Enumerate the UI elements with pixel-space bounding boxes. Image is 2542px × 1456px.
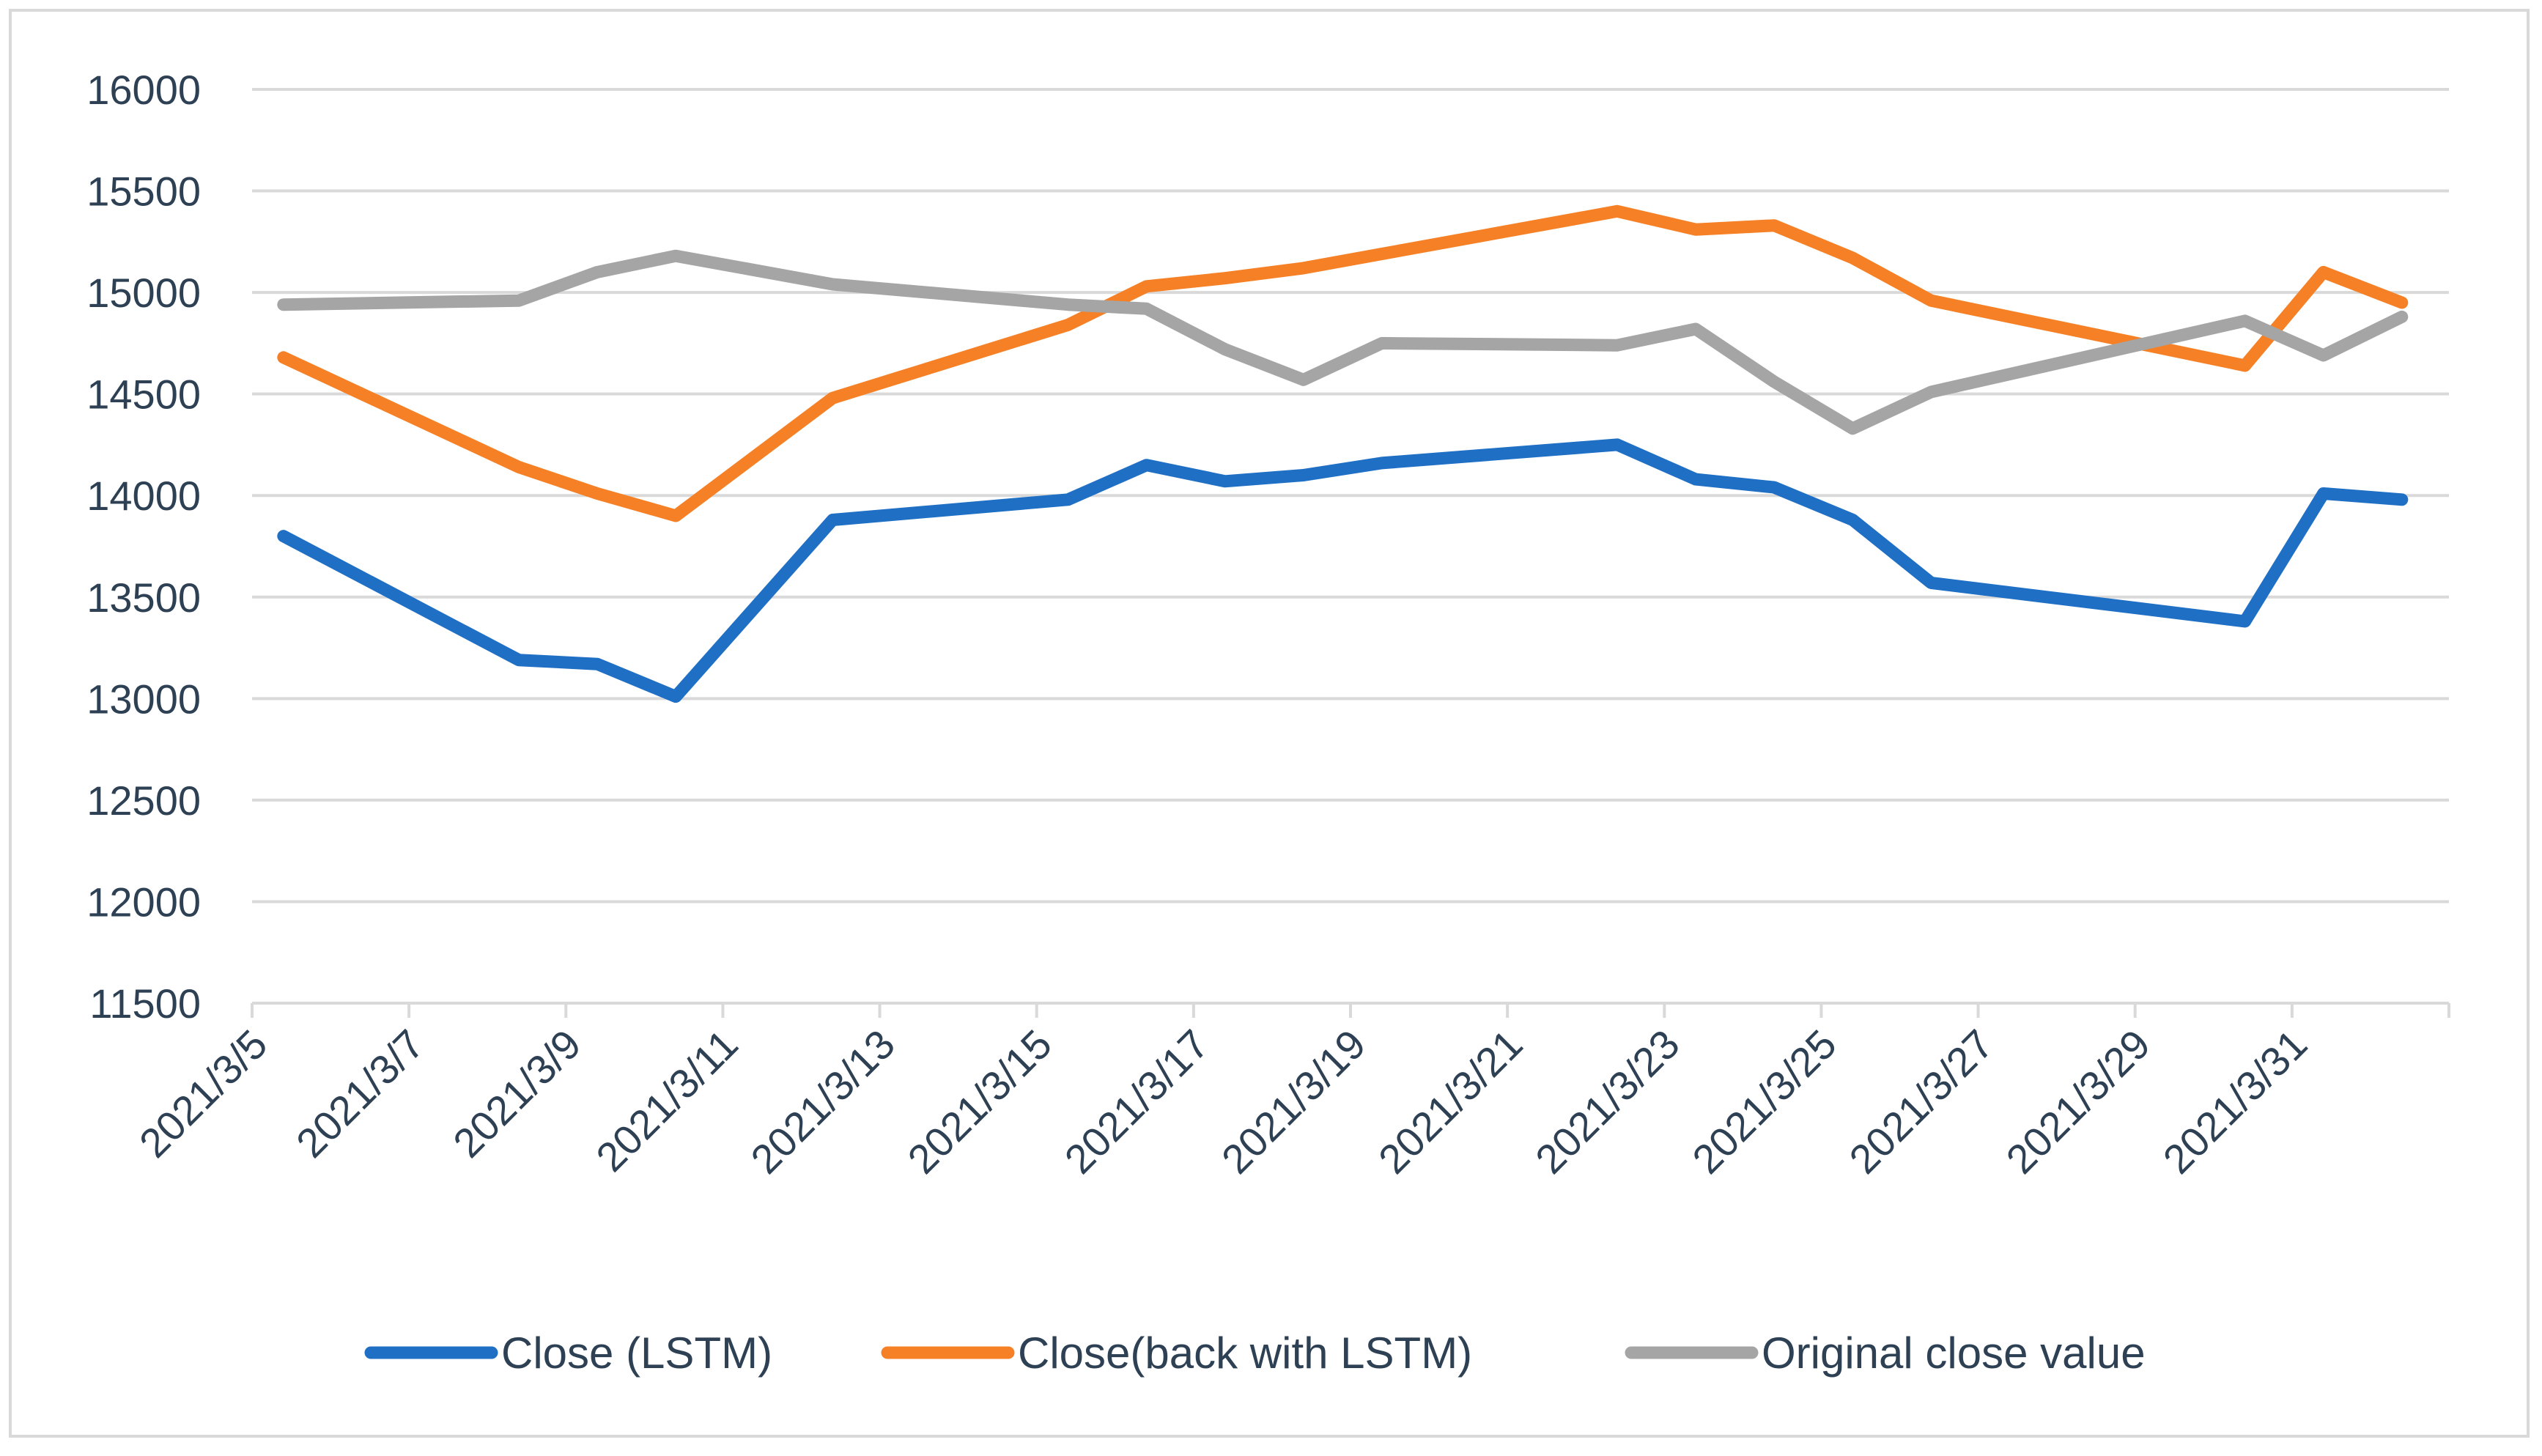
y-tick-label: 12000 [86, 879, 201, 925]
y-tick-label: 11500 [89, 980, 201, 1027]
y-axis-tick-labels: 11500 12000 12500 13000 13500 14000 14500 15000… [86, 67, 201, 1027]
y-tick-label: 15500 [86, 169, 201, 215]
x-tick-label: 2021/3/5 [130, 1021, 276, 1167]
series-line-1 [277, 438, 2409, 703]
legend-label: Original close value [1762, 1328, 2146, 1378]
legend-label: Close(back with LSTM) [1018, 1328, 1472, 1378]
x-tick-label: 2021/3/13 [742, 1021, 904, 1183]
x-axis [251, 1002, 2450, 1018]
x-tick-label: 2021/3/19 [1213, 1021, 1375, 1183]
y-tick-label: 13500 [86, 574, 201, 621]
series-line-2 [277, 204, 2409, 522]
x-tick-label: 2021/3/17 [1056, 1021, 1218, 1183]
chart-svg: 11500 12000 12500 13000 13500 14000 14500 15000… [86, 67, 2450, 1378]
y-tick-label: 16000 [86, 67, 201, 113]
x-tick-label: 2021/3/31 [2154, 1021, 2316, 1183]
x-tick-label: 2021/3/25 [1683, 1021, 1845, 1183]
x-tick-label: 2021/3/21 [1370, 1021, 1532, 1183]
x-tick-label: 2021/3/9 [444, 1021, 590, 1167]
y-tick-label: 15000 [86, 270, 201, 316]
series-line-3 [277, 249, 2409, 435]
y-tick-label: 13000 [86, 676, 201, 722]
x-tick-label: 2021/3/7 [287, 1021, 433, 1167]
x-axis-tick-labels: 2021/3/5 2021/3/7 2021/3/92021/3/112021/3/… [130, 1021, 2316, 1183]
legend: Close (LSTM) Close(back with LSTM) Origina… [364, 1328, 2146, 1378]
x-tick-label: 2021/3/15 [898, 1021, 1060, 1183]
x-tick-label: 2021/3/23 [1526, 1021, 1688, 1183]
x-tick-label: 2021/3/29 [1997, 1021, 2159, 1183]
x-tick-label: 2021/3/27 [1840, 1021, 2002, 1183]
chart-frame: 11500 12000 12500 13000 13500 14000 14500 15000… [9, 9, 2530, 1438]
y-tick-label: 14500 [86, 372, 201, 418]
x-tick-label: 2021/3/11 [587, 1021, 747, 1180]
plot-area [277, 204, 2409, 703]
y-tick-label: 14000 [86, 473, 201, 519]
y-tick-label: 12500 [86, 777, 201, 824]
gridlines [252, 88, 2449, 903]
legend-label: Close (LSTM) [501, 1328, 772, 1378]
